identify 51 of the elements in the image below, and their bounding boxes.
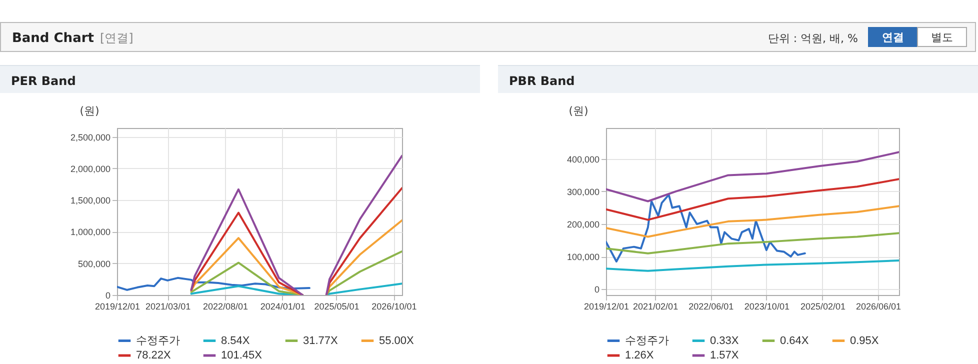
legend-label: 31.77X bbox=[303, 334, 339, 347]
legend-label: 55.00X bbox=[379, 334, 415, 347]
legend-label: 1.57X bbox=[710, 350, 740, 362]
x-tick-label: 2021/03/01 bbox=[146, 302, 191, 312]
y-axis-title: (원) bbox=[80, 104, 100, 118]
legend-label: 101.45X bbox=[221, 350, 263, 362]
line-series bbox=[606, 232, 899, 254]
legend-label: 78.22X bbox=[136, 350, 172, 362]
y-axis-title: (원) bbox=[568, 104, 588, 118]
x-tick-label: 2023/10/01 bbox=[744, 302, 790, 312]
line-series bbox=[606, 151, 899, 202]
x-tick-label: 2026/10/01 bbox=[372, 302, 417, 312]
x-tick-label: 2025/05/01 bbox=[314, 302, 360, 312]
text: 별도 bbox=[917, 27, 967, 47]
y-tick-label: 500,000 bbox=[78, 258, 110, 269]
legend-label: 1.26X bbox=[625, 350, 654, 362]
line-series bbox=[606, 194, 806, 262]
line-series bbox=[117, 276, 310, 291]
x-tick-label: 2019/12/01 bbox=[584, 302, 630, 312]
y-tick-label: 100,000 bbox=[566, 252, 600, 262]
text: 연결 bbox=[868, 27, 918, 47]
y-tick-label: 0 bbox=[594, 284, 600, 295]
x-tick-label: 2021/02/01 bbox=[633, 302, 678, 312]
chart-title: PER Band bbox=[0, 65, 480, 93]
text: 단위 : 억원, 배, % bbox=[768, 31, 858, 46]
legend-label: 수정주가 bbox=[625, 334, 669, 347]
y-tick-label: 200,000 bbox=[566, 220, 600, 230]
legend-label: 0.64X bbox=[780, 334, 810, 347]
x-tick-label: 2022/06/01 bbox=[688, 302, 734, 312]
y-tick-label: 1,500,000 bbox=[70, 196, 110, 206]
x-tick-label: 2025/02/01 bbox=[800, 302, 846, 312]
legend-label: 8.54X bbox=[221, 334, 250, 347]
chart-title: PBR Band bbox=[498, 65, 978, 93]
y-tick-label: 2,500,000 bbox=[70, 132, 110, 142]
x-tick-label: 2022/08/01 bbox=[202, 302, 248, 312]
legend-label: 0.33X bbox=[710, 334, 740, 347]
line-series bbox=[606, 259, 899, 272]
line-series bbox=[606, 178, 899, 221]
x-tick-label: 2019/12/01 bbox=[94, 302, 140, 312]
y-tick-label: 2,000,000 bbox=[70, 164, 110, 174]
legend-label: 수정주가 bbox=[136, 334, 180, 347]
y-tick-label: 1,000,000 bbox=[70, 227, 110, 238]
line-series bbox=[606, 205, 899, 238]
x-tick-label: 2026/06/01 bbox=[856, 302, 902, 312]
text: Band Chart bbox=[12, 31, 94, 46]
y-tick-label: 300,000 bbox=[566, 186, 600, 197]
text: [연결] bbox=[100, 31, 134, 45]
y-tick-label: 400,000 bbox=[566, 154, 600, 164]
y-tick-label: 0 bbox=[105, 290, 110, 300]
x-tick-label: 2024/01/01 bbox=[260, 302, 306, 312]
legend-label: 0.95X bbox=[850, 334, 880, 347]
